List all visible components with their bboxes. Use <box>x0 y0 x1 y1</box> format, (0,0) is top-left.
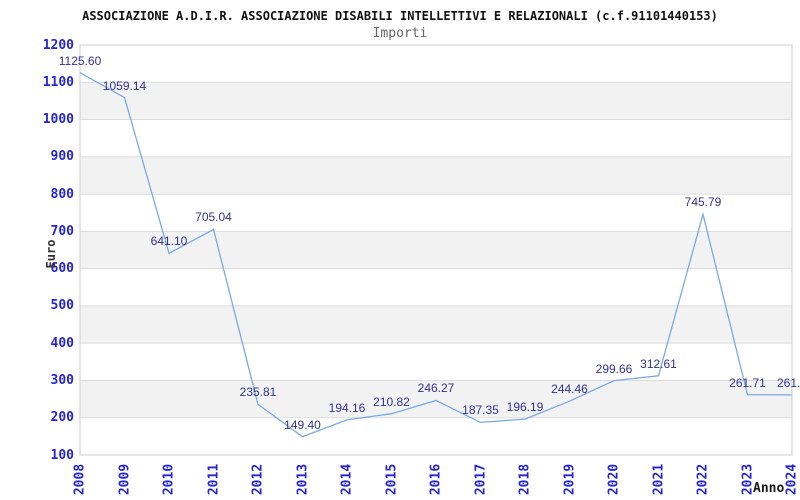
x-tick-label: 2017 <box>473 463 488 496</box>
data-point-label: 187.35 <box>462 403 499 418</box>
chart-title: ASSOCIAZIONE A.D.I.R. ASSOCIAZIONE DISAB… <box>82 9 718 23</box>
y-tick-label: 300 <box>50 372 74 388</box>
x-tick-label: 2015 <box>384 463 399 496</box>
data-point-label: 641.10 <box>150 234 188 249</box>
data-point-label: 194.16 <box>328 400 366 415</box>
plot-border <box>79 44 793 456</box>
x-tick-label: 2019 <box>562 463 577 496</box>
y-tick-label: 1100 <box>42 74 74 90</box>
data-point-label: 210.82 <box>373 394 410 409</box>
grid-band <box>80 380 792 418</box>
grid-band <box>80 82 792 120</box>
y-tick-label: 700 <box>50 223 74 239</box>
data-point-label: 261.2 <box>776 375 800 390</box>
x-axis-title: Anno <box>753 481 785 496</box>
y-tick-label: 1200 <box>42 37 74 53</box>
y-tick-label: 900 <box>50 149 74 165</box>
x-tick-label: 2010 <box>161 463 177 496</box>
y-tick-label: 400 <box>50 335 74 351</box>
y-tick-label: 200 <box>50 410 74 426</box>
data-line <box>79 72 793 438</box>
data-point-label: 261.71 <box>729 375 766 390</box>
x-tick-label: 2011 <box>206 463 221 496</box>
data-point-label: 246.27 <box>417 381 455 396</box>
x-tick-label: 2008 <box>72 463 88 496</box>
y-tick-label: 600 <box>50 261 74 277</box>
data-point-label: 705.04 <box>195 210 232 225</box>
grid-band <box>80 305 792 344</box>
y-tick-label: 800 <box>50 186 74 202</box>
chart-subtitle: Importi <box>372 26 428 41</box>
x-tick-label: 2018 <box>517 463 533 496</box>
x-tick-label: 2021 <box>651 463 666 496</box>
x-tick-label: 2013 <box>295 463 310 496</box>
x-tick-label: 2014 <box>339 463 355 496</box>
data-point-label: 1059.14 <box>102 78 147 93</box>
x-tick-label: 2022 <box>695 463 711 496</box>
y-tick-label: 500 <box>50 298 74 314</box>
y-axis-title: Euro <box>44 239 58 269</box>
y-tick-label: 100 <box>50 447 74 463</box>
data-point-label: 196.19 <box>506 400 544 415</box>
x-tick-label: 2024 <box>784 463 800 496</box>
x-tick-label: 2020 <box>606 463 622 496</box>
x-tick-label: 2012 <box>250 463 266 496</box>
data-point-label: 244.46 <box>551 382 588 397</box>
x-tick-label: 2009 <box>117 463 132 496</box>
data-point-label: 235.81 <box>239 385 277 400</box>
data-point-label: 312.61 <box>640 356 677 371</box>
data-point-label: 299.66 <box>595 361 633 376</box>
grid-band <box>80 156 792 195</box>
y-tick-label: 1000 <box>42 112 74 128</box>
data-point-label: 745.79 <box>684 195 722 210</box>
x-tick-label: 2016 <box>428 463 444 496</box>
data-point-label: 1125.60 <box>58 53 102 68</box>
data-point-label: 149.40 <box>284 417 321 432</box>
